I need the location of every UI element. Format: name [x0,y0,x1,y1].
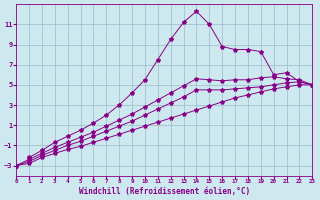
X-axis label: Windchill (Refroidissement éolien,°C): Windchill (Refroidissement éolien,°C) [79,187,250,196]
